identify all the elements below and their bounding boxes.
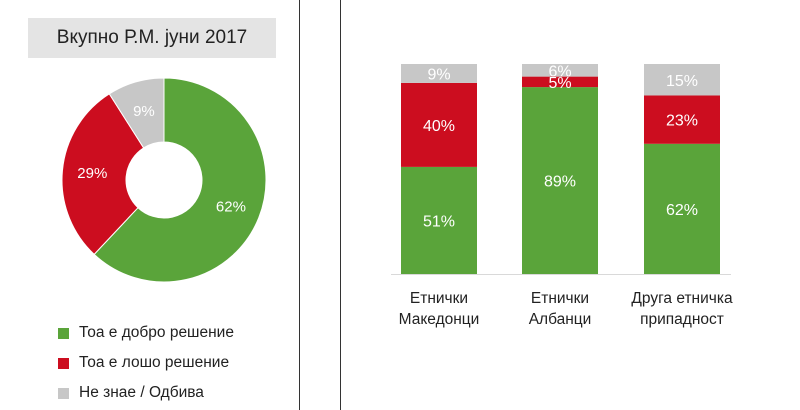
bar-value-label: 62%	[666, 202, 698, 219]
pie-chart-title: Вкупно Р.М. јуни 2017	[28, 18, 276, 58]
bar-segment	[644, 143, 720, 274]
pie-slice-label: 29%	[77, 165, 107, 182]
category-label: Етнички Македонци	[398, 290, 480, 328]
legend-item-unknown: Не знае / Одбива	[58, 378, 234, 408]
legend-item-bad: Тоа е лошо решение	[58, 348, 234, 378]
legend-label-unknown: Не знае / Одбива	[79, 384, 204, 401]
category-label: Етнички Албанци	[528, 290, 592, 328]
bar-value-label: 9%	[427, 66, 450, 83]
bar-value-label: 6%	[548, 63, 571, 80]
bar-value-label: 23%	[666, 113, 698, 130]
legend-swatch-good	[58, 327, 69, 339]
bar-segment	[522, 87, 598, 274]
legend-label-good: Тоа е добро решение	[79, 324, 234, 341]
pie-slice	[108, 77, 165, 149]
bar-value-label: 5%	[548, 75, 571, 92]
bar-segment	[401, 166, 477, 274]
pie-slice-label: 9%	[133, 103, 155, 120]
pie-slice	[93, 77, 267, 283]
pie-slice	[61, 93, 145, 256]
legend-label-bad: Тоа е лошо решение	[79, 354, 230, 371]
bar-value-label: 51%	[423, 213, 455, 230]
bar-value-label: 89%	[544, 174, 576, 191]
ethnic-breakdown-panel: 51% 40% 9% 89% 5% 6% 62% 23% 15% Етнички Македонц…	[340, 0, 800, 410]
stacked-bar-chart: 51% 40% 9% 89% 5%6% 62% 23% 15%	[391, 63, 731, 275]
bar-value-label: 15%	[666, 73, 698, 90]
legend-swatch-unknown	[58, 387, 69, 399]
donut-chart: 62% 29% 9%	[61, 77, 267, 283]
legend-item-good: Тоа е добро решение	[58, 318, 234, 348]
pie-slice-label: 62%	[216, 199, 246, 216]
bar-value-label: 40%	[423, 118, 455, 135]
bar-segment	[522, 64, 598, 77]
legend-swatch-bad	[58, 357, 69, 369]
overall-panel: Вкупно Р.М. јуни 2017 62% 29% 9% Тоа е доб…	[0, 0, 300, 410]
bar-segment	[401, 64, 477, 83]
bar-segment	[401, 82, 477, 167]
bar-segment	[644, 95, 720, 144]
bar-segment	[644, 64, 720, 96]
legend: Тоа е добро решение Тоа е лошо решение Н…	[58, 318, 234, 408]
bar-segment	[522, 76, 598, 88]
category-label: Друга етничка припадност	[631, 290, 733, 328]
